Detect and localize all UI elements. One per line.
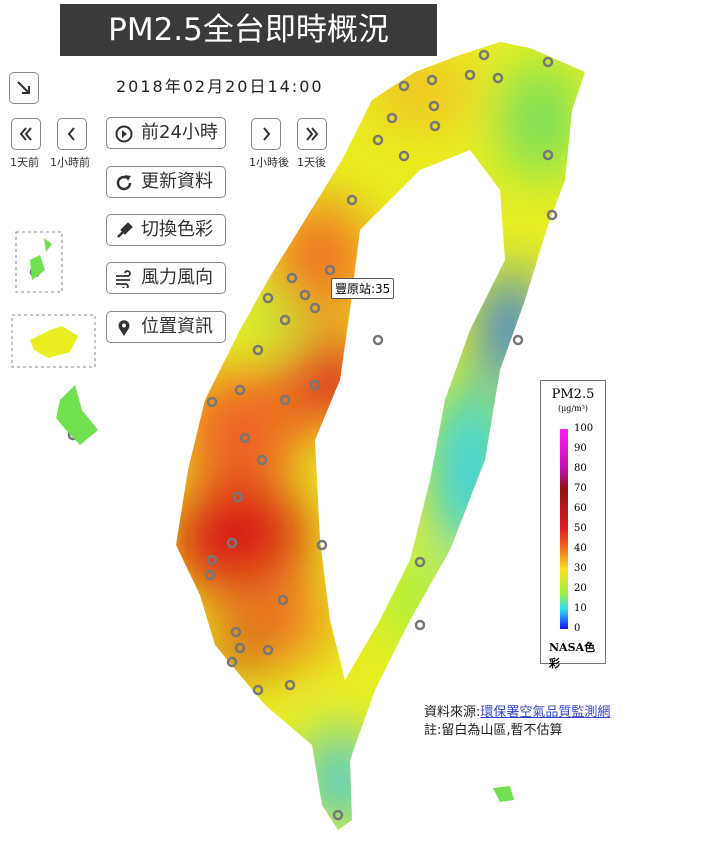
step-label: 1天前	[10, 156, 39, 169]
palette-name: NASA色彩	[549, 641, 596, 670]
source-link[interactable]: 環保署空氣品質監測網	[480, 705, 611, 720]
history-button[interactable]: 前24小時	[106, 117, 226, 149]
matsu-box	[11, 314, 96, 368]
source-note: 資料來源:環保署空氣品質監測網 註:留白為山區,暫不估算	[424, 704, 610, 740]
kinmen-box	[15, 231, 63, 293]
legend-unit: (μg/m³)	[557, 404, 589, 413]
hour-back-button[interactable]	[57, 118, 87, 150]
colorbar-tick-label: 50	[574, 523, 587, 534]
colorbar-tick-label: 10	[574, 603, 587, 614]
legend: PM2.5 (μg/m³) 100 90 80 70 60 50 40 30 20 10 0 NAS…	[540, 380, 606, 670]
location-button[interactable]: 位置資訊	[106, 311, 226, 343]
expand-button[interactable]	[9, 72, 39, 104]
hour-forward-button[interactable]	[251, 118, 281, 150]
colorbar-tick-label: 70	[574, 483, 587, 494]
colorbar	[560, 429, 568, 629]
legend-title: PM2.5	[551, 387, 595, 402]
source-label: 資料來源:	[424, 705, 481, 720]
button-label: 更新資料	[141, 171, 213, 192]
colorbar-tick-label: 0	[574, 623, 581, 634]
island	[493, 786, 514, 802]
step-label: 1小時前	[50, 156, 90, 169]
button-label: 風力風向	[141, 267, 213, 288]
colorbar-tick-label: 80	[574, 463, 587, 474]
colorbar-tick-label: 30	[574, 563, 587, 574]
colorbar-tick-label: 100	[574, 423, 594, 434]
button-label: 前24小時	[141, 122, 218, 143]
colorbar-tick-label: 60	[574, 503, 587, 514]
day-forward-button[interactable]	[297, 118, 327, 150]
colorbar-tick-label: 20	[574, 583, 587, 594]
source-line: 資料來源:環保署空氣品質監測網	[424, 704, 610, 722]
step-label: 1小時後	[249, 156, 289, 169]
day-back-button[interactable]	[11, 118, 41, 150]
note: 註:留白為山區,暫不估算	[424, 723, 563, 738]
button-label: 切換色彩	[141, 219, 213, 240]
island	[56, 385, 98, 445]
color-button[interactable]: 切換色彩	[106, 214, 226, 246]
wind-button[interactable]: 風力風向	[106, 262, 226, 294]
colorbar-tick-label: 40	[574, 543, 587, 554]
title: PM2.5全台即時概況	[60, 4, 437, 56]
station-tooltip: 豐原站:35	[331, 278, 395, 299]
step-label: 1天後	[297, 156, 326, 169]
island	[30, 326, 78, 358]
button-label: 位置資訊	[141, 316, 213, 337]
datetime: 2018年02月20日14:00	[116, 77, 324, 96]
stations	[29, 49, 558, 821]
refresh-button[interactable]: 更新資料	[106, 166, 226, 198]
colorbar-tick-label: 90	[574, 443, 587, 454]
island	[30, 238, 52, 280]
